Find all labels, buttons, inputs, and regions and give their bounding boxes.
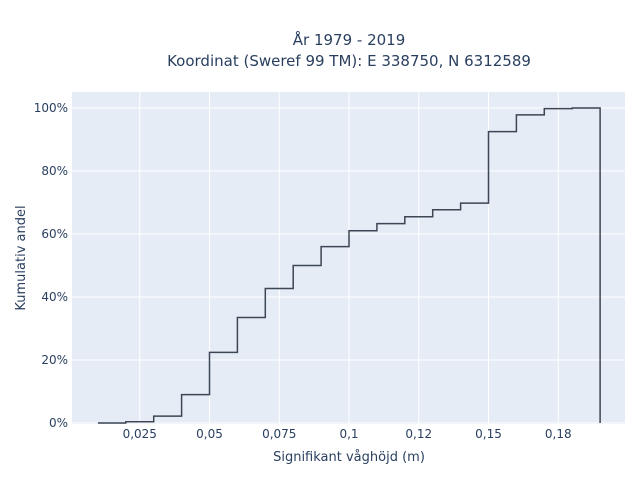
x-tick-label: 0,1 — [339, 427, 358, 441]
cumulative-step-path — [97, 107, 601, 424]
y-tick-label: 40% — [41, 290, 68, 304]
x-tick-label: 0,025 — [123, 427, 157, 441]
x-tick-label: 0,075 — [262, 427, 296, 441]
step-line — [97, 107, 601, 424]
y-axis-label: Kumulativ andel — [14, 205, 29, 310]
y-tick-label: 60% — [41, 227, 68, 241]
x-tick-label: 0,18 — [545, 427, 572, 441]
chart-title-line-1: År 1979 - 2019 — [293, 30, 406, 49]
y-tick-label: 100% — [34, 101, 68, 115]
y-tick-label: 0% — [49, 416, 68, 430]
x-tick-label: 0,05 — [196, 427, 223, 441]
y-tick-label: 80% — [41, 164, 68, 178]
y-tick-label: 20% — [41, 353, 68, 367]
x-tick-labels: 0,025 0,05 0,075 0,1 0,12 0,15 0,18 — [123, 427, 572, 441]
chart-title-line-2: Koordinat (Sweref 99 TM): E 338750, N 63… — [167, 52, 531, 70]
x-axis-label: Signifikant våghöjd (m) — [273, 450, 425, 465]
x-tick-label: 0,15 — [475, 427, 502, 441]
x-tick-label: 0,12 — [405, 427, 432, 441]
y-tick-labels: 0% 20% 40% 60% 80% 100% — [34, 101, 68, 430]
